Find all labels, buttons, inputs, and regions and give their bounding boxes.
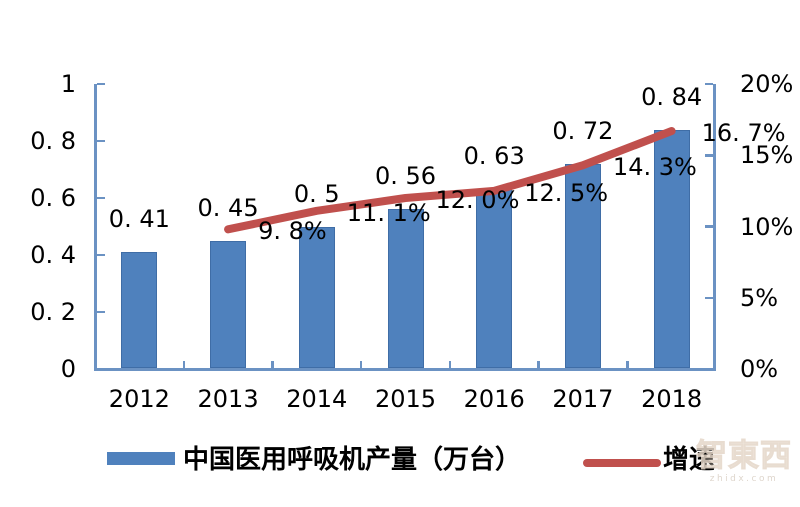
bar-value-label: 0. 41 — [108, 205, 170, 234]
line-value-label: 16. 7% — [701, 119, 786, 148]
x-axis-tick — [448, 361, 452, 369]
x-axis-label: 2018 — [641, 385, 703, 413]
bar-2014 — [298, 226, 335, 368]
watermark-domain: zhidx.com — [709, 474, 779, 484]
y-axis-left-tick — [96, 82, 105, 86]
bar-2013 — [210, 240, 247, 368]
y-axis-right-label: 15% — [740, 141, 794, 170]
watermark: 智東西 zhidx.com — [688, 439, 800, 485]
x-axis-label: 2014 — [286, 385, 348, 413]
legend-line-label: 增速 — [663, 445, 716, 475]
y-axis-left-tick — [96, 139, 105, 143]
y-axis-left-label: 0. 4 — [30, 241, 76, 269]
y-axis-left-tick — [96, 367, 105, 371]
y-axis-right-label: 20% — [740, 70, 794, 98]
y-axis-right-label: 0% — [740, 355, 779, 383]
x-axis-tick — [271, 361, 274, 369]
x-axis-label: 2013 — [197, 385, 259, 413]
bar-value-label: 0. 63 — [463, 142, 525, 171]
legend-bar-swatch — [107, 452, 175, 465]
y-axis-right-tick — [705, 154, 713, 157]
y-axis-left-label: 0 — [60, 355, 76, 383]
bar-value-label: 0. 72 — [552, 116, 614, 145]
y-axis-right-label: 5% — [740, 283, 779, 312]
x-axis — [94, 368, 716, 371]
line-value-label: 9. 8% — [258, 217, 327, 246]
y-axis-left-label: 0. 6 — [30, 184, 76, 212]
y-axis-right-label: 10% — [740, 212, 794, 241]
line-value-label: 14. 3% — [612, 153, 697, 182]
y-axis-left — [94, 84, 97, 371]
y-axis-left-tick — [96, 310, 105, 314]
legend-bar-label: 中国医用呼吸机产量（万台） — [183, 445, 522, 475]
y-axis-left-tick — [96, 196, 105, 200]
x-axis-tick — [537, 361, 540, 369]
y-axis-right-tick — [705, 296, 713, 300]
bar-2016 — [476, 189, 513, 368]
y-axis-right-tick — [705, 225, 713, 228]
watermark-logo: 智東西 — [696, 438, 792, 474]
bar-2012 — [121, 252, 158, 368]
y-axis-left-tick — [96, 253, 105, 257]
line-value-label: 11. 1% — [346, 198, 431, 227]
bar-2015 — [387, 209, 424, 368]
y-axis-left-label: 0. 8 — [30, 127, 76, 155]
x-axis-tick — [626, 361, 629, 369]
x-axis-label: 2012 — [108, 385, 170, 413]
line-value-label: 12. 0% — [435, 186, 520, 214]
x-axis-label: 2015 — [374, 385, 437, 413]
y-axis-right-tick — [705, 367, 713, 371]
legend-line-swatch — [583, 459, 661, 467]
x-axis-label: 2016 — [463, 385, 525, 413]
y-axis-right — [713, 84, 716, 371]
x-axis-label: 2017 — [552, 385, 614, 413]
bar-value-label: 0. 84 — [641, 82, 703, 111]
y-axis-left-label: 1 — [60, 70, 76, 98]
x-axis-tick — [359, 361, 363, 369]
line-value-label: 12. 5% — [524, 178, 609, 207]
y-axis-right-tick — [705, 82, 713, 86]
y-axis-left-label: 0. 2 — [30, 298, 76, 326]
x-axis-tick — [182, 361, 185, 369]
